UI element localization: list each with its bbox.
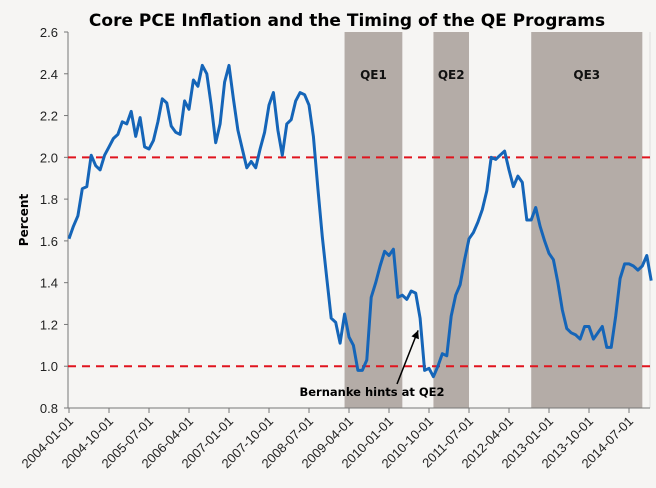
y-tick-label: 2.6 [40, 25, 58, 40]
x-ticks: 2004-01-012004-10-012005-07-012006-04-01… [18, 408, 636, 471]
y-tick-label: 2.4 [40, 67, 58, 82]
y-tick-label: 1.8 [40, 192, 58, 207]
series-layer [67, 63, 653, 379]
y-tick-label: 2.0 [40, 150, 58, 165]
chart-title: Core PCE Inflation and the Timing of the… [89, 11, 605, 31]
annotation-label: Bernanke hints at QE2 [299, 385, 444, 399]
y-tick-label: 1.0 [40, 359, 58, 374]
qe-band-qe2 [433, 32, 469, 408]
y-tick-label: 1.2 [40, 317, 58, 332]
qe-band-label: QE3 [573, 68, 600, 82]
annotations: Bernanke hints at QE2 [299, 330, 445, 399]
annotation-arrow-head [411, 330, 419, 340]
reference-lines [68, 156, 656, 368]
qe-band-label: QE1 [360, 68, 387, 82]
qe-band-qe3 [531, 32, 643, 408]
qe-bands: QE1 QE2 QE3 [344, 32, 651, 408]
axes [67, 32, 650, 409]
series-line-core-pce [67, 63, 653, 379]
y-tick-label: 2.2 [40, 109, 58, 124]
y-tick-label: 1.4 [40, 276, 58, 291]
y-tick-label: 1.6 [40, 234, 58, 249]
y-tick-label: 0.8 [40, 401, 58, 416]
y-ticks: 0.8 1.0 1.2 1.4 1.6 1.8 2.0 2.2 2.4 2.6 [40, 25, 68, 416]
annotation-arrow-line [396, 330, 419, 385]
y-axis-title: Percent [17, 194, 31, 247]
qe-band-label: QE2 [438, 68, 465, 82]
